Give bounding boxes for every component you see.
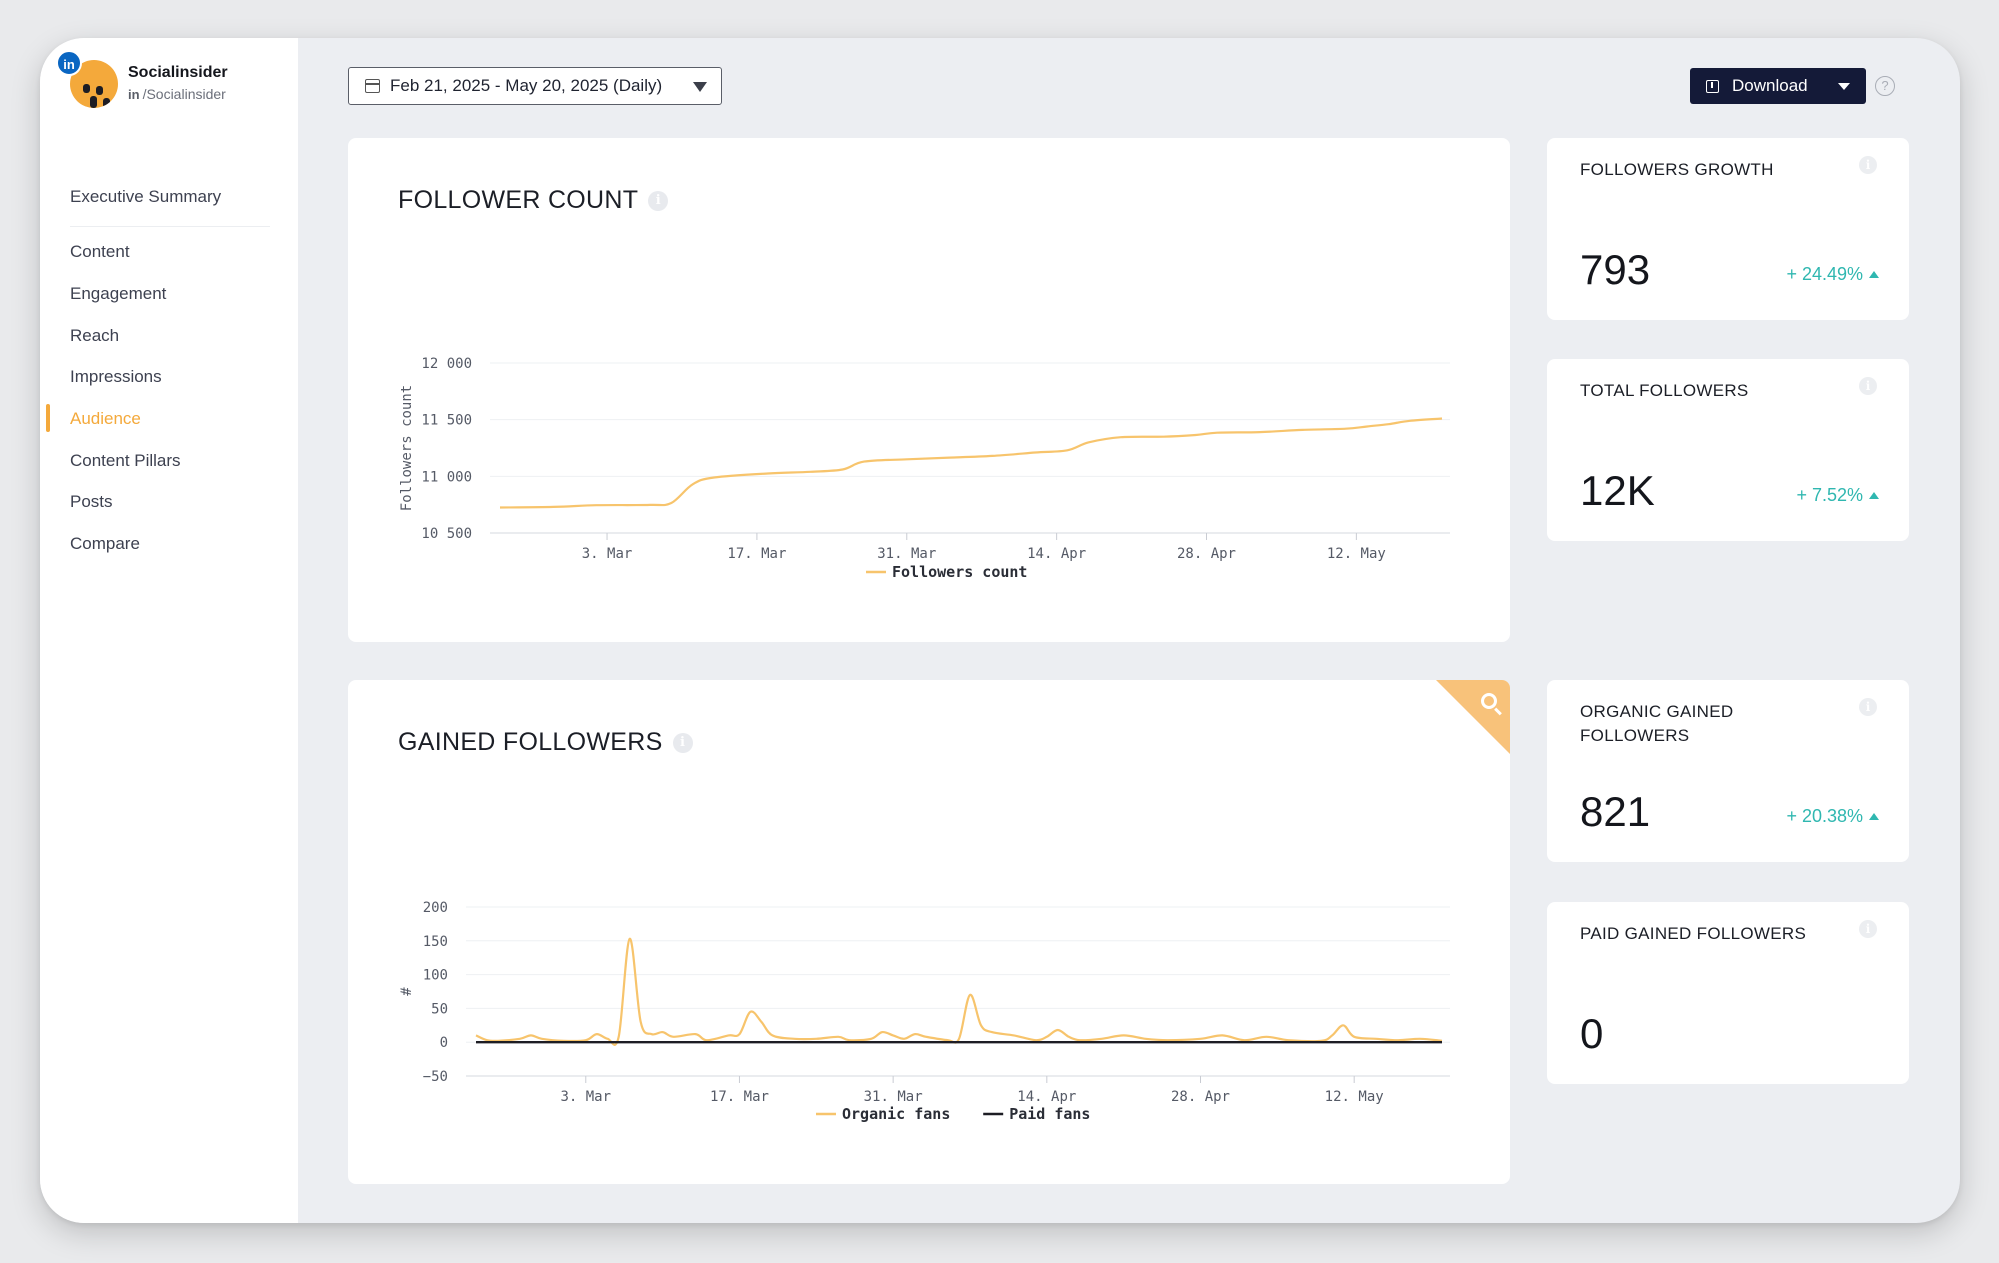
app-window: in Socialinsider in/Socialinsider Execut… xyxy=(40,38,1960,1223)
download-label: Download xyxy=(1732,76,1808,95)
info-icon[interactable]: i xyxy=(1859,377,1877,395)
sidebar-item-posts[interactable]: Posts xyxy=(70,492,113,511)
x-tick-label: 14. Apr xyxy=(1027,546,1086,562)
follower-count-title: FOLLOWER COUNT i xyxy=(398,186,669,215)
info-icon[interactable]: i xyxy=(1859,156,1877,174)
series-line-followers-count xyxy=(499,417,1443,509)
follower-count-chart: 12 000 11 500 11 000 10 500 3. Mar 17. Mar 31.… xyxy=(399,356,1450,581)
info-icon[interactable]: i xyxy=(648,191,669,212)
stat-value: 821 xyxy=(1580,788,1651,835)
sidebar-item-compare[interactable]: Compare xyxy=(70,534,140,553)
brand-handle: in/Socialinsider xyxy=(128,86,226,102)
x-tick-label: 17. Mar xyxy=(727,546,786,562)
y-tick-label: 11 000 xyxy=(421,469,472,485)
sidebar-item-impressions[interactable]: Impressions xyxy=(70,367,162,386)
x-tick-label: 31. Mar xyxy=(864,1089,923,1105)
calendar-icon xyxy=(365,79,380,93)
stat-title: PAID GAINED FOLLOWERS xyxy=(1580,924,1807,943)
x-tick-label: 12. May xyxy=(1327,546,1386,562)
sidebar-item-content[interactable]: Content xyxy=(70,242,130,261)
y-tick-label: −50 xyxy=(423,1069,448,1085)
zoom-button[interactable] xyxy=(1436,680,1510,754)
sidebar-item-engagement[interactable]: Engagement xyxy=(70,284,167,303)
legend-label: Organic fans xyxy=(842,1105,950,1123)
stat-value: 0 xyxy=(1580,1010,1604,1057)
info-icon[interactable]: i xyxy=(1859,920,1877,938)
followers-growth-card: FOLLOWERS GROWTH i 793 + 24.49% xyxy=(1547,138,1909,320)
y-tick-label: 150 xyxy=(423,934,448,950)
nav-divider xyxy=(70,226,270,227)
x-tick-label: 31. Mar xyxy=(877,546,936,562)
stat-change: + 7.52% xyxy=(1796,485,1879,506)
linkedin-small-icon: in xyxy=(128,87,140,102)
stat-value: 793 xyxy=(1580,246,1651,293)
caret-down-icon xyxy=(693,82,707,92)
download-button[interactable]: Download xyxy=(1690,68,1866,104)
follower-count-card: FOLLOWER COUNT i 12 000 11 500 11 000 10 500… xyxy=(348,138,1510,642)
legend-label: Paid fans xyxy=(1009,1105,1090,1123)
total-followers-card: TOTAL FOLLOWERS i 12K + 7.52% xyxy=(1547,359,1909,541)
paid-gained-followers-card: PAID GAINED FOLLOWERS i 0 xyxy=(1547,902,1909,1084)
trend-up-icon xyxy=(1869,271,1879,278)
x-tick-label: 12. May xyxy=(1325,1089,1384,1105)
stat-change: + 24.49% xyxy=(1786,264,1879,285)
y-tick-label: 11 500 xyxy=(421,413,472,429)
x-tick-label: 28. Apr xyxy=(1171,1089,1230,1105)
linkedin-icon: in xyxy=(56,50,82,76)
x-tick-label: 17. Mar xyxy=(710,1089,769,1105)
y-tick-label: 12 000 xyxy=(421,356,472,372)
stat-value: 12K xyxy=(1580,467,1655,514)
gained-followers-chart: 200 150 100 50 0 −50 3. Mar 17. Mar 31. Mar 14. A… xyxy=(399,900,1450,1123)
search-icon xyxy=(1481,693,1497,709)
y-axis-label: Followers count xyxy=(399,385,415,511)
stat-title: TOTAL FOLLOWERS xyxy=(1580,381,1749,400)
date-range-label: Feb 21, 2025 - May 20, 2025 (Daily) xyxy=(390,76,663,95)
trend-up-icon xyxy=(1869,492,1879,499)
sidebar-item-reach[interactable]: Reach xyxy=(70,326,120,345)
series-line-organic-fans xyxy=(475,937,1443,1047)
stat-title: FOLLOWERS GROWTH xyxy=(1580,160,1774,179)
x-tick-label: 3. Mar xyxy=(582,546,633,562)
legend-label: Followers count xyxy=(892,563,1027,581)
download-icon xyxy=(1706,79,1719,93)
sidebar-item-audience[interactable]: Audience xyxy=(70,409,141,428)
help-icon[interactable]: ? xyxy=(1875,76,1895,96)
sidebar: in Socialinsider in/Socialinsider Execut… xyxy=(40,38,298,1223)
y-tick-label: 50 xyxy=(431,1001,448,1017)
x-tick-label: 28. Apr xyxy=(1177,546,1236,562)
gained-followers-card: GAINED FOLLOWERS i 200 150 100 50 0 −50 3. Mar 1… xyxy=(348,680,1510,1184)
y-tick-label: 100 xyxy=(423,968,448,984)
y-tick-label: 200 xyxy=(423,900,448,916)
y-tick-label: 0 xyxy=(440,1035,448,1051)
stat-title: ORGANIC GAINED FOLLOWERS xyxy=(1580,702,1734,745)
stat-change: + 20.38% xyxy=(1786,806,1879,827)
active-indicator xyxy=(46,404,50,432)
info-icon[interactable]: i xyxy=(672,733,693,754)
organic-gained-followers-card: ORGANIC GAINED FOLLOWERS i 821 + 20.38% xyxy=(1547,680,1909,862)
brand-name: Socialinsider xyxy=(128,64,228,81)
trend-up-icon xyxy=(1869,813,1879,820)
y-tick-label: 10 500 xyxy=(421,526,472,542)
x-tick-label: 14. Apr xyxy=(1017,1089,1076,1105)
sidebar-item-executive-summary[interactable]: Executive Summary xyxy=(70,187,222,206)
x-tick-label: 3. Mar xyxy=(560,1089,611,1105)
sidebar-item-content-pillars[interactable]: Content Pillars xyxy=(70,451,181,470)
gained-followers-title: GAINED FOLLOWERS i xyxy=(398,728,693,757)
brand[interactable]: in Socialinsider in/Socialinsider xyxy=(56,50,290,120)
y-axis-label: # xyxy=(399,987,415,996)
download-dropdown-caret-icon[interactable] xyxy=(1838,83,1850,90)
info-icon[interactable]: i xyxy=(1859,698,1877,716)
date-range-picker[interactable]: Feb 21, 2025 - May 20, 2025 (Daily) xyxy=(348,67,722,105)
